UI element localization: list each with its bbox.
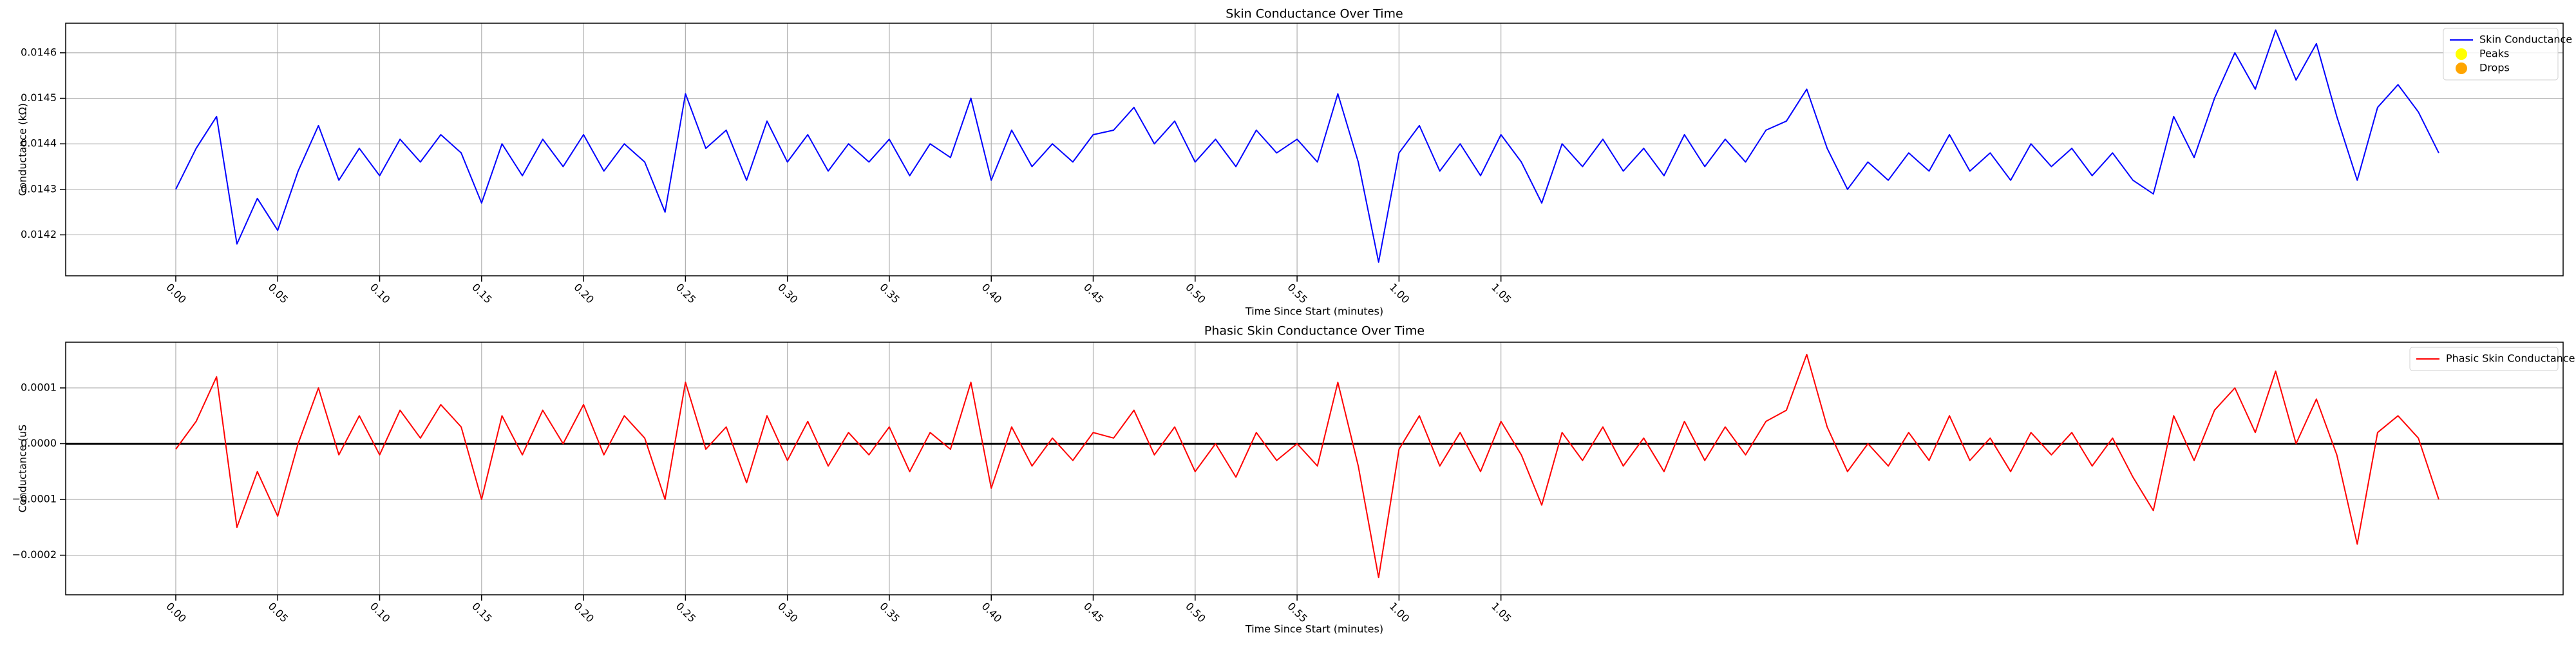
axes-frame: [65, 342, 2564, 595]
x-tick-label: 1.05: [1489, 600, 1514, 625]
y-tick-label: 0.0143: [21, 182, 57, 195]
x-axis-label: Time Since Start (minutes): [1245, 305, 1383, 318]
x-tick-label: 0.05: [266, 281, 291, 306]
x-tick-label: 1.00: [1387, 281, 1412, 306]
x-tick-label: 0.25: [674, 281, 699, 306]
x-tick-label: 0.35: [877, 600, 902, 625]
x-tick-label: 0.55: [1285, 281, 1310, 306]
y-tick-label: −0.0002: [12, 548, 57, 561]
x-tick-label: 0.30: [775, 600, 800, 625]
y-axis-label: Conductance (kΩ): [17, 103, 29, 196]
y-axis-label: Conductance (uS: [17, 425, 29, 513]
y-tick-label: 0.0000: [21, 437, 57, 449]
chart-title: Phasic Skin Conductance Over Time: [1204, 324, 1425, 338]
x-tick-label: 0.55: [1285, 600, 1310, 625]
legend-label: Drops: [2479, 62, 2510, 74]
x-tick-label: 0.50: [1183, 600, 1208, 625]
plot-area: [66, 342, 2563, 595]
x-axis-label: Time Since Start (minutes): [1245, 623, 1383, 635]
x-tick-label: 0.25: [674, 600, 699, 625]
legend-marker: [2456, 48, 2467, 60]
data-line: [175, 29, 2439, 263]
x-tick-label: 0.00: [164, 600, 189, 625]
x-tick-label: 0.20: [571, 600, 596, 625]
x-tick-label: 0.50: [1183, 281, 1208, 306]
x-tick-label: 0.45: [1081, 281, 1106, 306]
legend-box: [2443, 28, 2559, 81]
x-tick-label: 0.15: [469, 600, 495, 625]
chart-title: Skin Conductance Over Time: [1226, 7, 1403, 21]
data-line: [175, 354, 2439, 579]
x-tick-label: 0.30: [775, 281, 800, 306]
legend-label: Peaks: [2479, 48, 2509, 60]
x-tick-label: 0.40: [980, 281, 1005, 306]
x-tick-label: 0.40: [980, 600, 1005, 625]
x-tick-label: 0.15: [469, 281, 495, 306]
legend-marker: [2456, 63, 2467, 74]
y-tick-label: 0.0144: [21, 137, 57, 150]
y-tick-label: 0.0142: [21, 228, 57, 240]
legend-label: Phasic Skin Conductance: [2446, 352, 2575, 365]
x-tick-label: 1.00: [1387, 600, 1412, 625]
x-tick-label: 0.00: [164, 281, 189, 306]
legend-label: Skin Conductance: [2479, 34, 2572, 46]
axes-frame: [65, 23, 2564, 276]
y-tick-label: 0.0145: [21, 92, 57, 104]
y-tick-label: −0.0001: [12, 493, 57, 505]
x-tick-label: 0.05: [266, 600, 291, 625]
legend-box: [2409, 347, 2559, 371]
x-tick-label: 0.10: [368, 600, 393, 625]
x-tick-label: 0.35: [877, 281, 902, 306]
y-tick-label: 0.0001: [21, 381, 57, 393]
x-tick-label: 0.20: [571, 281, 596, 306]
x-tick-label: 0.10: [368, 281, 393, 306]
x-tick-label: 1.05: [1489, 281, 1514, 306]
plot-area: [66, 23, 2563, 276]
x-tick-label: 0.45: [1081, 600, 1106, 625]
y-tick-label: 0.0146: [21, 46, 57, 58]
